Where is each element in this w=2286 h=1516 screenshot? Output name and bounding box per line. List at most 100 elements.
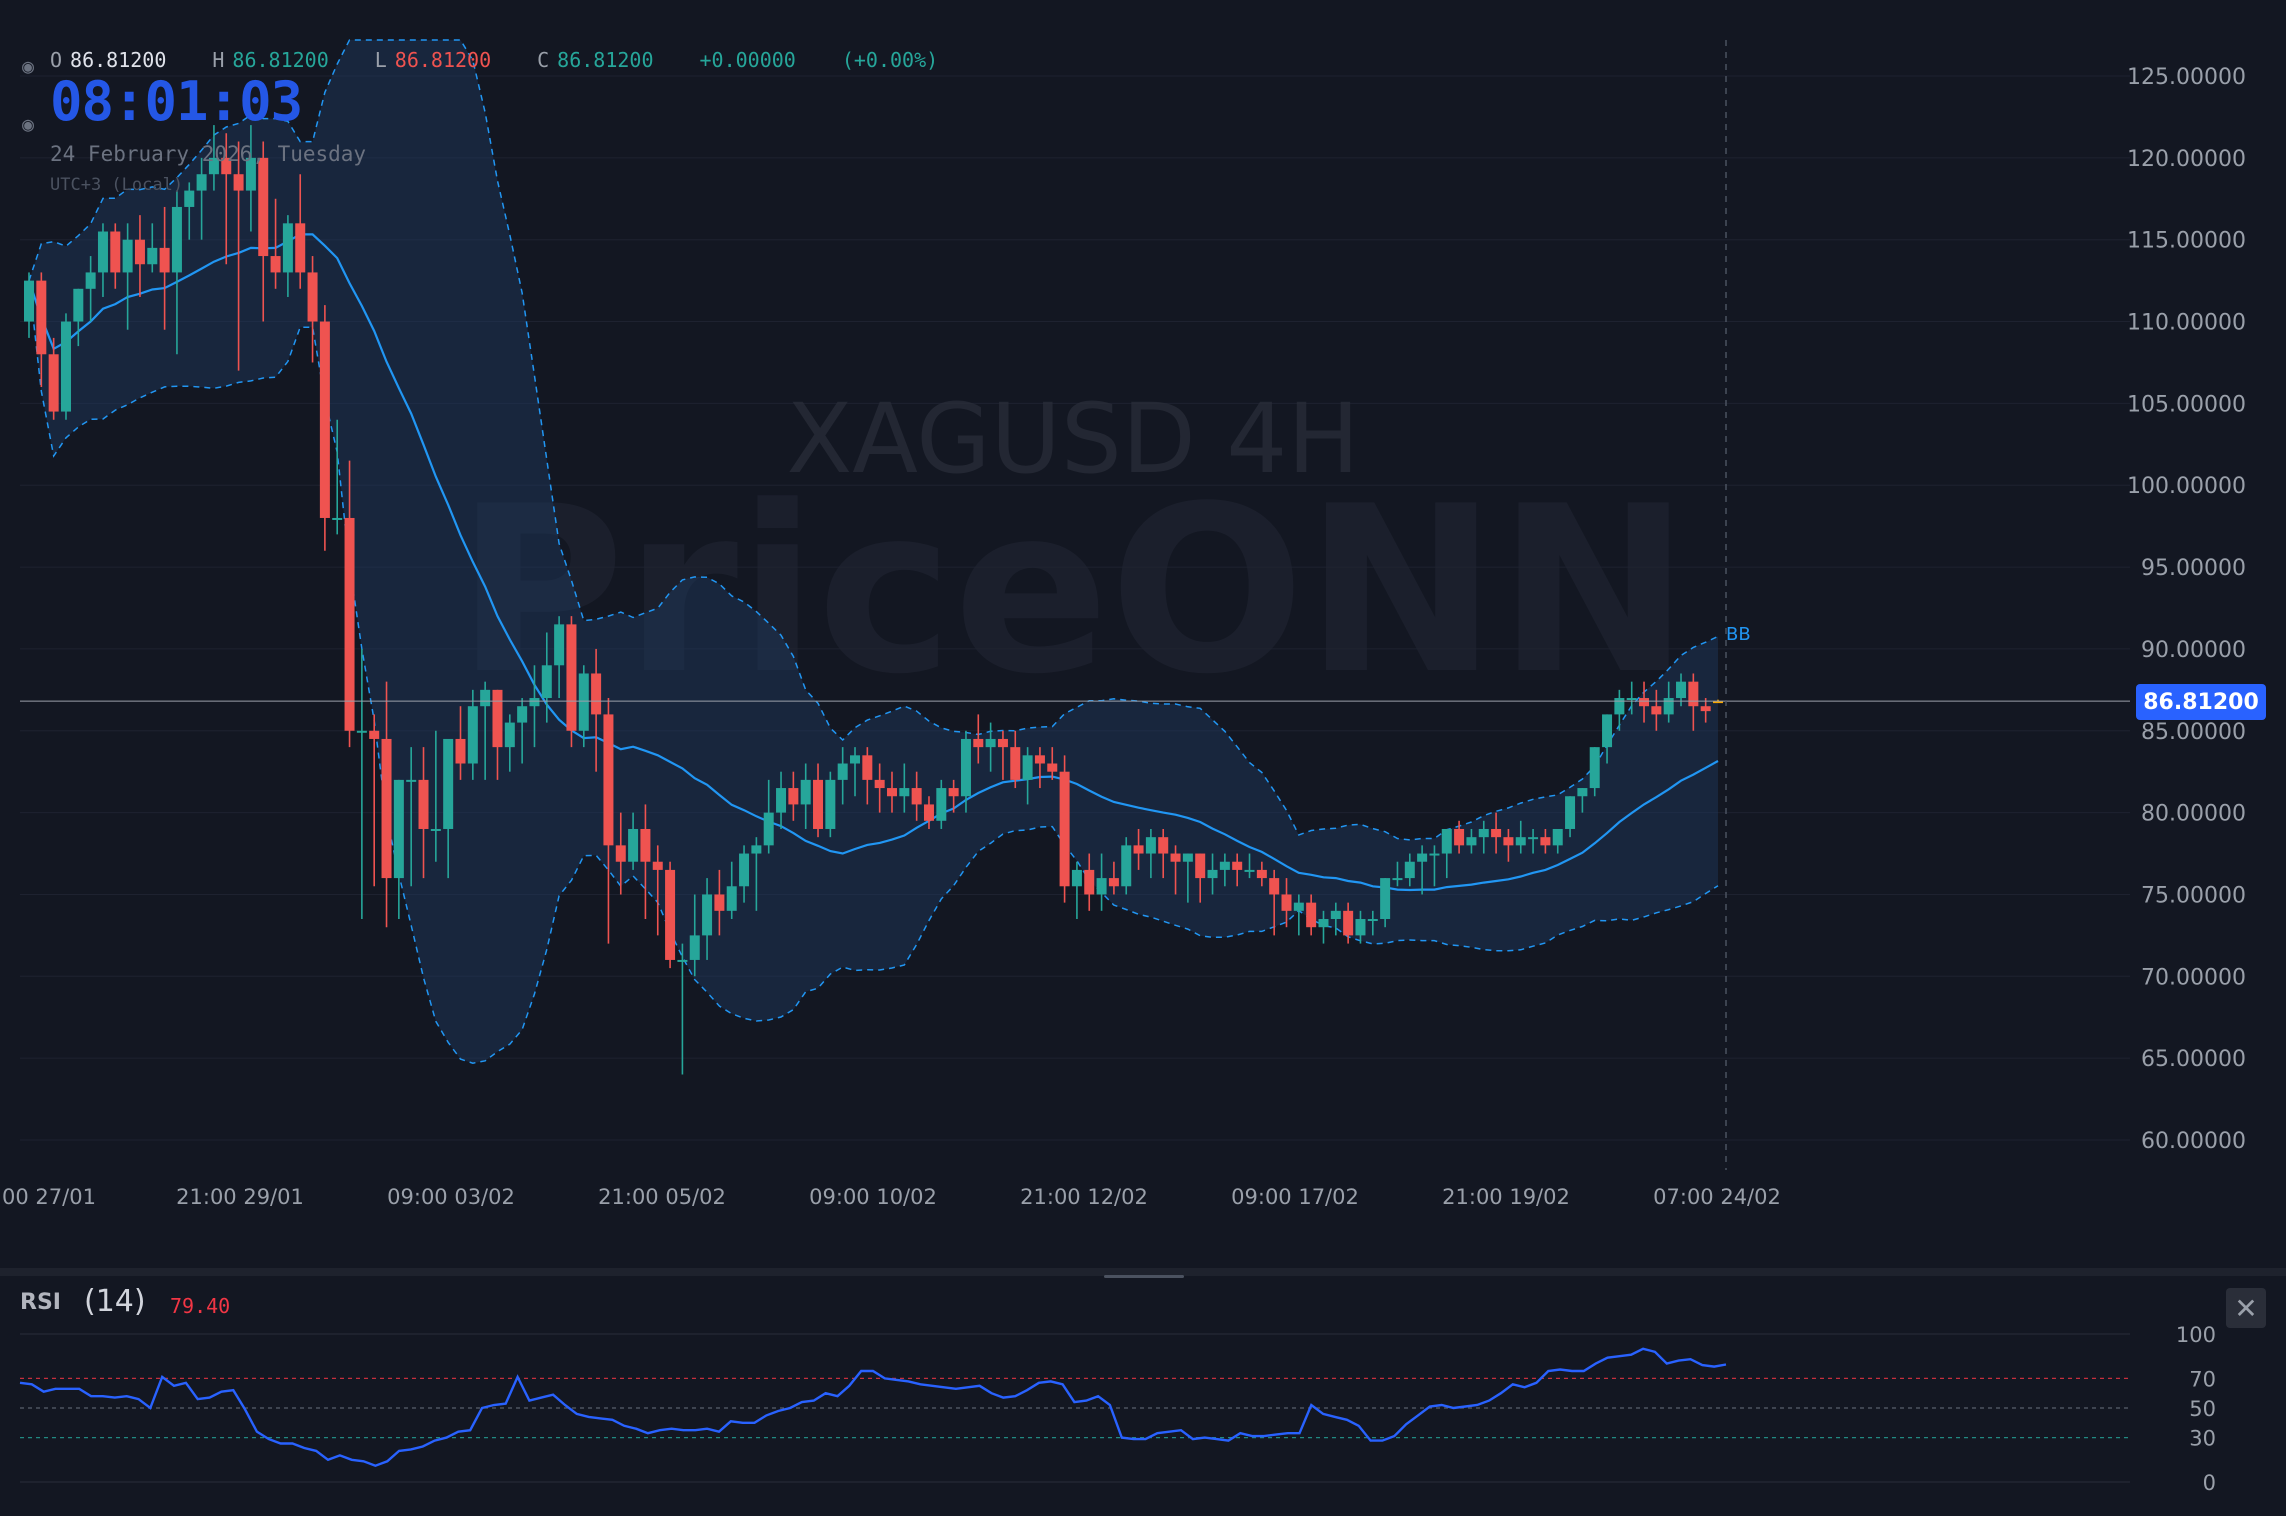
rsi-line	[19, 1347, 1727, 1467]
candle	[566, 616, 577, 748]
candle-body	[640, 828, 651, 862]
candle	[554, 616, 565, 699]
candle-body	[1503, 837, 1514, 846]
candle	[1269, 869, 1280, 936]
candle	[455, 706, 466, 780]
candle-body	[751, 845, 762, 854]
candle	[85, 256, 96, 322]
candle	[603, 698, 614, 944]
candle-body	[1133, 845, 1144, 854]
candle	[1022, 747, 1033, 805]
time-tick-label: 09:00 03/02	[387, 1185, 515, 1209]
time-tick-label: 21:00 12/02	[1020, 1185, 1148, 1209]
candle-body	[1651, 706, 1662, 715]
candle	[1084, 853, 1095, 911]
high-label: H	[212, 48, 225, 72]
candle	[1367, 910, 1378, 936]
candle	[886, 771, 897, 813]
candle-body	[1047, 763, 1058, 772]
candle	[1528, 828, 1539, 854]
candle	[443, 738, 454, 879]
candle	[1108, 861, 1119, 895]
candle-body	[1084, 869, 1095, 895]
candle-body	[702, 894, 713, 936]
candle-body	[1071, 869, 1082, 887]
candle-body	[393, 779, 404, 879]
candle-body	[652, 861, 663, 870]
candle-body	[110, 231, 121, 273]
candle	[1145, 828, 1156, 879]
candle-body	[1429, 853, 1440, 856]
candle-body	[1515, 837, 1526, 846]
candle	[997, 730, 1008, 780]
candle-body	[1639, 698, 1650, 707]
candle	[480, 681, 491, 780]
candle	[504, 714, 515, 772]
ohlc-legend: O 86.81200 H 86.81200 L 86.81200 C 86.81200 …	[20, 48, 984, 72]
candle-body	[899, 788, 910, 797]
candle	[1651, 689, 1662, 731]
candle-body	[1269, 878, 1280, 895]
pane-resize-handle[interactable]	[1104, 1275, 1184, 1278]
candle-body	[1392, 878, 1403, 881]
candle	[1059, 755, 1070, 903]
price-tick-label: 105.00000	[2127, 392, 2246, 417]
candle-body	[1663, 698, 1674, 715]
candle	[1133, 828, 1144, 870]
candle-body	[936, 788, 947, 821]
time-tick-label: 21:00 19/02	[1442, 1185, 1570, 1209]
candle	[862, 747, 873, 805]
candle-body	[24, 280, 34, 322]
candle	[726, 861, 737, 920]
candle-body	[1688, 681, 1699, 707]
rsi-tick-label: 50	[2189, 1397, 2216, 1421]
candle-body	[1195, 853, 1206, 879]
candle-body	[282, 223, 293, 273]
candle	[960, 730, 971, 813]
candle	[1688, 673, 1699, 731]
candle-body	[1528, 837, 1539, 840]
change-percent: (+0.00%)	[841, 48, 939, 72]
change-value: +0.00000	[699, 48, 796, 72]
candle-body	[997, 738, 1008, 748]
close-icon[interactable]: ✕	[2226, 1288, 2266, 1328]
candle	[171, 190, 182, 355]
bb-lower-band	[28, 280, 1719, 1064]
candle-body	[1700, 706, 1711, 712]
candle	[1343, 902, 1354, 944]
candle	[1207, 853, 1218, 895]
rsi-tick-label: 30	[2189, 1427, 2216, 1451]
candle-body	[1417, 853, 1428, 862]
candle	[295, 174, 306, 289]
candle	[1552, 828, 1563, 854]
close-label: C	[537, 48, 550, 72]
candle-body	[948, 788, 959, 797]
candle	[751, 837, 762, 911]
candle	[307, 256, 318, 363]
candle	[665, 861, 676, 969]
time-tick-label: 09:00 17/02	[1231, 1185, 1359, 1209]
candle-body	[443, 738, 454, 829]
open-value: 86.81200	[70, 48, 167, 72]
candle-body	[1182, 853, 1193, 862]
candle	[1096, 853, 1107, 911]
candle-body	[1244, 869, 1255, 872]
candle	[196, 157, 207, 240]
candle	[850, 747, 861, 797]
rsi-period: (14)	[84, 1284, 146, 1319]
candle	[702, 878, 713, 960]
eye-icon[interactable]: ◉	[22, 54, 35, 78]
candle	[1293, 894, 1304, 936]
candle-body	[381, 738, 392, 879]
high-value: 86.81200	[232, 48, 329, 72]
candle	[1577, 788, 1588, 813]
pane-separator[interactable]	[0, 1268, 2286, 1276]
candle	[1639, 681, 1650, 723]
eye-icon[interactable]: ◉	[22, 112, 35, 136]
candle-body	[344, 517, 355, 731]
time-axis: 00 27/01 21:00 29/01 09:00 03/02 21:00 05/0…	[2, 1185, 1781, 1209]
candle-body	[48, 354, 59, 412]
candle-body	[677, 959, 688, 962]
candle-body	[504, 722, 515, 748]
